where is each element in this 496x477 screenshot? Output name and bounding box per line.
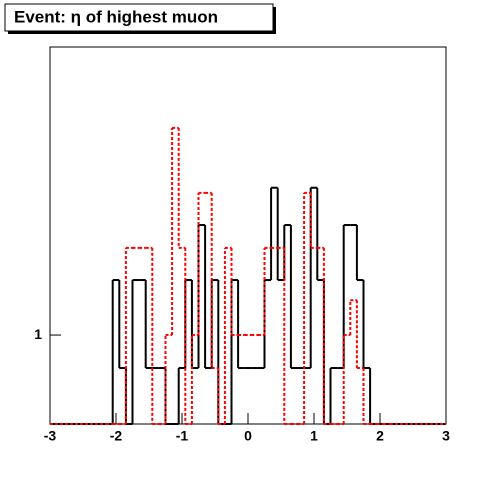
- x-tick-label: 3: [442, 428, 450, 444]
- x-tick-label: -1: [176, 428, 189, 444]
- x-tick-label: 1: [310, 428, 318, 444]
- x-tick-label: -2: [110, 428, 123, 444]
- y-tick-label: 1: [34, 326, 42, 342]
- x-tick-label: 0: [244, 428, 252, 444]
- x-tick-label: 2: [376, 428, 384, 444]
- chart-title: Event: η of highest muon: [14, 7, 218, 26]
- x-tick-label: -3: [44, 428, 57, 444]
- title-box: [4, 3, 274, 32]
